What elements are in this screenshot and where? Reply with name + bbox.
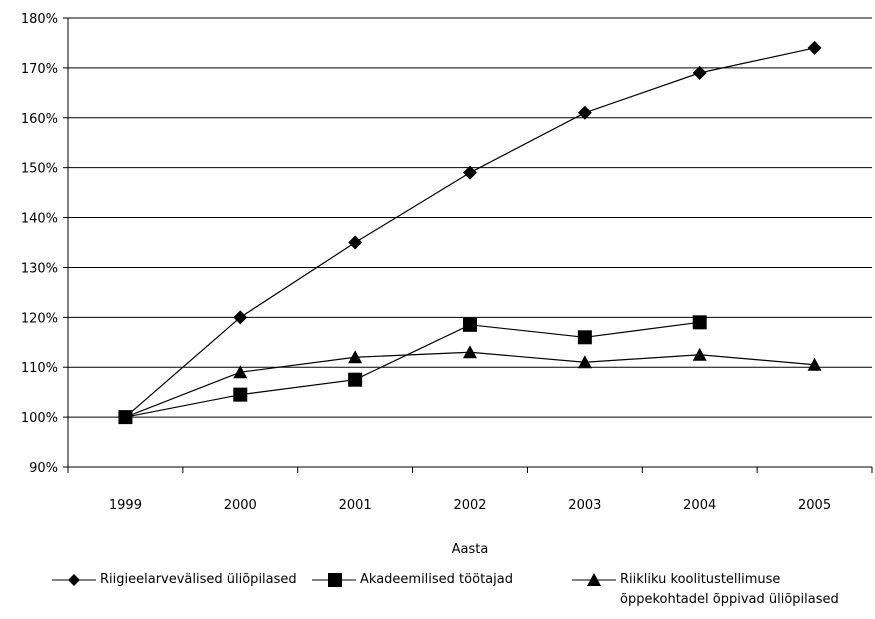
- data-point-diamond: [692, 65, 707, 80]
- y-tick-label: 100%: [21, 411, 58, 426]
- legend-item-series-3: Riikliku koolitustellimuse õppekohtadel …: [572, 572, 839, 610]
- axes: [67, 18, 872, 468]
- y-tick-label: 170%: [21, 62, 58, 77]
- data-point-triangle: [692, 347, 707, 361]
- y-tick-label: 90%: [29, 461, 58, 476]
- data-point-diamond: [463, 165, 477, 180]
- data-point-square: [463, 317, 477, 332]
- y-axis-ticks: 90% 100% 110% 120% 130% 140% 150% 160% 170% 180%: [21, 12, 68, 476]
- y-tick-label: 160%: [21, 112, 58, 127]
- x-tick-label: 2004: [683, 498, 716, 513]
- x-tick-label: 2002: [453, 498, 486, 513]
- y-tick-label: 180%: [21, 12, 58, 27]
- y-tick-label: 130%: [21, 261, 58, 276]
- x-tick-label: 1999: [109, 498, 142, 513]
- data-point-square: [233, 387, 248, 402]
- data-point-diamond: [577, 105, 592, 120]
- triangle-icon: [572, 573, 616, 586]
- data-point-triangle: [577, 355, 592, 369]
- legend-item-series-1: Riigieelarvevälised üliõpilased: [52, 572, 297, 590]
- series-2-line: [125, 321, 700, 418]
- data-point-diamond: [348, 235, 363, 250]
- x-tick-label: 2000: [224, 498, 257, 513]
- x-axis-label: Aasta: [452, 542, 489, 557]
- y-tick-label: 110%: [21, 361, 58, 376]
- series-3-line: [125, 351, 815, 418]
- data-point-square: [577, 330, 592, 345]
- data-point-diamond: [807, 40, 822, 55]
- square-icon: [312, 573, 356, 587]
- x-tick-label: 2001: [339, 498, 372, 513]
- legend-label-series-3: Riikliku koolitustellimuse õppekohtadel …: [620, 572, 839, 607]
- data-point-square: [348, 372, 363, 387]
- x-tick-label: 2003: [568, 498, 601, 513]
- legend-item-series-2: Akadeemilised töötajad: [312, 572, 513, 590]
- y-tick-label: 140%: [21, 212, 58, 227]
- data-point-triangle: [348, 350, 363, 364]
- series-3: [118, 345, 822, 424]
- data-point-triangle: [463, 345, 477, 359]
- series-1: [118, 40, 822, 425]
- data-point-triangle: [233, 365, 248, 379]
- series-1-line: [125, 47, 815, 418]
- series-layer: [118, 40, 822, 425]
- legend-label-series-1: Riigieelarvevälised üliõpilased: [100, 572, 297, 587]
- legend: Riigieelarvevälised üliõpilased Akadeemi…: [0, 572, 875, 619]
- x-tick-label: 2005: [798, 498, 831, 513]
- data-point-triangle: [807, 357, 822, 371]
- data-point-square: [692, 315, 707, 330]
- legend-label-series-2: Akadeemilised töötajad: [360, 572, 513, 587]
- y-tick-label: 150%: [21, 162, 58, 177]
- x-axis-ticks: 1999 2000 2001 2002 2003 2004 2005: [67, 467, 873, 513]
- data-point-triangle: [118, 410, 133, 424]
- y-tick-label: 120%: [21, 311, 58, 326]
- data-point-diamond: [233, 310, 248, 325]
- diamond-icon: [52, 574, 96, 586]
- series-2: [118, 315, 707, 425]
